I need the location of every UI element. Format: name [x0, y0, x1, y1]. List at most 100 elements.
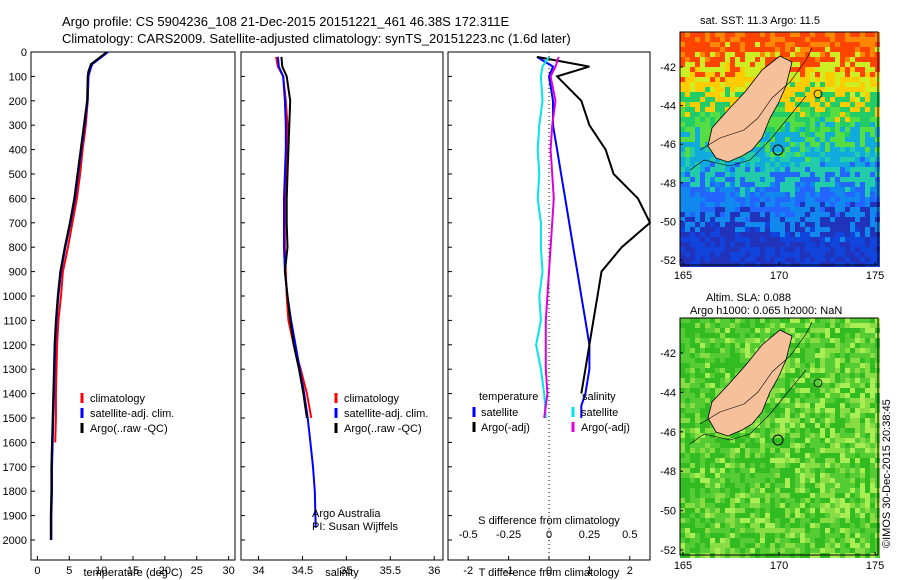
map-cell: [735, 237, 740, 242]
map-cell: [695, 503, 700, 508]
map-cell: [735, 463, 740, 468]
map-cell: [855, 132, 860, 137]
map-cell: [790, 363, 795, 368]
map-cell: [870, 323, 875, 328]
map-cell: [800, 197, 805, 202]
map-cell: [845, 353, 850, 358]
map-cell: [770, 122, 775, 127]
map-cell: [810, 177, 815, 182]
map-cell: [835, 373, 840, 378]
map-cell: [750, 333, 755, 338]
map-cell: [855, 192, 860, 197]
map-cell: [805, 438, 810, 443]
map-cell: [870, 403, 875, 408]
map-cell: [865, 373, 870, 378]
map-cell: [715, 207, 720, 212]
map-cell: [700, 137, 705, 142]
map-cell: [825, 127, 830, 132]
map-cell: [820, 47, 825, 52]
xtick-label: 0: [34, 565, 40, 577]
map-cell: [805, 523, 810, 528]
map-cell: [865, 212, 870, 217]
map-cell: [865, 403, 870, 408]
map-cell: [865, 528, 870, 533]
xtick-label: -2: [463, 565, 473, 577]
map-cell: [800, 473, 805, 478]
map-cell: [860, 82, 865, 87]
map-cell: [705, 513, 710, 518]
map-cell: [810, 42, 815, 47]
map-cell: [705, 373, 710, 378]
map-cell: [775, 393, 780, 398]
map-cell: [815, 97, 820, 102]
map-cell: [805, 62, 810, 67]
map-cell: [855, 508, 860, 513]
map-cell: [725, 62, 730, 67]
map-cell: [835, 378, 840, 383]
map-cell: [680, 227, 685, 232]
map-cell: [790, 237, 795, 242]
map-cell: [850, 508, 855, 513]
map-cell: [705, 82, 710, 87]
map-cell: [750, 338, 755, 343]
map-cell: [745, 182, 750, 187]
map-cell: [720, 353, 725, 358]
map-cell: [855, 247, 860, 252]
map-cell: [835, 518, 840, 523]
map-cell: [695, 167, 700, 172]
map-cell: [830, 62, 835, 67]
map-cell: [785, 237, 790, 242]
map-cell: [695, 97, 700, 102]
map-cell: [825, 57, 830, 62]
map-cell: [805, 363, 810, 368]
map-cell: [730, 37, 735, 42]
map-cell: [830, 217, 835, 222]
map-cell: [790, 488, 795, 493]
map-cell: [725, 177, 730, 182]
map-cell: [855, 358, 860, 363]
map-cell: [705, 117, 710, 122]
map-cell: [700, 398, 705, 403]
map-cell: [680, 498, 685, 503]
map-cell: [785, 358, 790, 363]
map-cell: [820, 132, 825, 137]
map-cell: [830, 222, 835, 227]
map-cell: [850, 453, 855, 458]
map-cell: [760, 177, 765, 182]
map-cell: [775, 448, 780, 453]
map-cell: [790, 508, 795, 513]
map-cell: [845, 192, 850, 197]
map-cell: [800, 107, 805, 112]
map-cell: [870, 217, 875, 222]
map-cell: [800, 127, 805, 132]
map-cell: [865, 32, 870, 37]
map-cell: [850, 227, 855, 232]
map-cell: [830, 338, 835, 343]
map-cell: [775, 187, 780, 192]
map-cell: [805, 533, 810, 538]
map-cell: [685, 117, 690, 122]
map-cell: [815, 92, 820, 97]
map-cell: [840, 453, 845, 458]
map-cell: [805, 92, 810, 97]
map-cell: [760, 338, 765, 343]
map-cell: [775, 207, 780, 212]
map-cell: [685, 132, 690, 137]
map-cell: [825, 77, 830, 82]
map-cell: [825, 443, 830, 448]
map-cell: [715, 353, 720, 358]
map-cell: [725, 483, 730, 488]
map-cell: [840, 32, 845, 37]
map-cell: [800, 77, 805, 82]
map-cell: [815, 378, 820, 383]
series-line: [276, 56, 317, 528]
map-ytick-label: -50: [660, 216, 676, 228]
map-cell: [810, 47, 815, 52]
map-cell: [855, 393, 860, 398]
map-cell: [780, 513, 785, 518]
map-cell: [800, 147, 805, 152]
map-cell: [690, 177, 695, 182]
map-cell: [870, 57, 875, 62]
map-cell: [850, 37, 855, 42]
map-cell: [815, 413, 820, 418]
